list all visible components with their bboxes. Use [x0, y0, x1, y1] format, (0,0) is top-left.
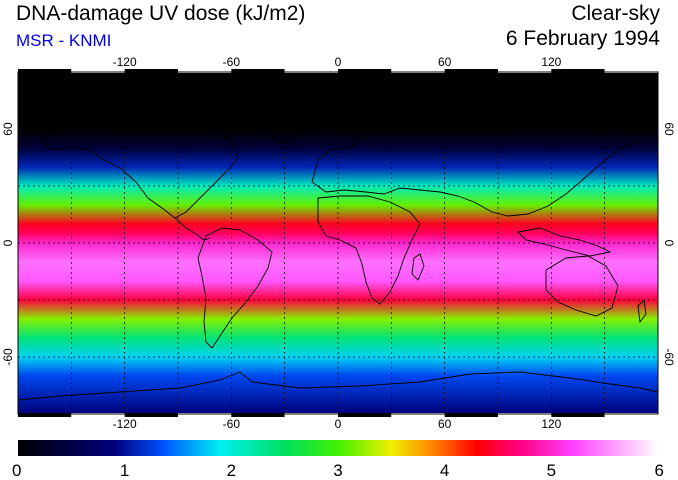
frame-tick-segment: [551, 69, 605, 73]
graticule: [18, 72, 658, 414]
lon-tick-label-top: 0: [335, 55, 342, 69]
new-zealand-coast: [637, 299, 647, 324]
sky-condition-label: Clear-sky: [571, 2, 660, 25]
lat-tick-label-right: 60: [662, 122, 676, 136]
colorbar-label: 4: [440, 461, 449, 480]
lon-tick-label-bottom: -120: [113, 417, 137, 431]
colorbar-label: 5: [547, 461, 556, 480]
frame-tick-segment: [18, 69, 72, 73]
colorbar-label: 2: [227, 461, 236, 480]
greenland-coast: [249, 91, 323, 145]
date-label: 6 February 1994: [505, 27, 660, 50]
lon-tick-label-top: 120: [541, 55, 561, 69]
australia-coast: [545, 255, 619, 317]
credit-label: MSR - KNMI: [16, 31, 112, 50]
frame-tick-segment: [71, 413, 125, 417]
frame-ticks: [18, 69, 658, 417]
frame-tick-segment: [284, 69, 338, 73]
lat-tick-label-left: -60: [1, 348, 15, 366]
lat-tick-label-right: -60: [662, 348, 676, 366]
map-border: [17, 71, 659, 415]
frame-tick-segment: [551, 413, 605, 417]
lon-tick-label-bottom: 0: [335, 417, 342, 431]
lon-tick-label-bottom: 120: [541, 417, 561, 431]
longitude-labels-top: -120 -60 0 60 120: [113, 55, 562, 69]
frame-tick-segment: [498, 413, 552, 417]
madagascar-coast: [411, 253, 425, 281]
lon-tick-label-top: -120: [113, 55, 137, 69]
colorbar-label: 1: [120, 461, 129, 480]
lon-tick-label-top: -60: [223, 55, 241, 69]
longitude-labels-bottom: -120 -60 0 60 120: [113, 417, 562, 431]
frame-tick-segment: [338, 413, 392, 417]
latitude-labels-right: 60 0 -60: [662, 122, 676, 366]
lon-tick-label-bottom: 60: [438, 417, 452, 431]
frame-tick-segment: [231, 69, 285, 73]
frame-tick-segment: [178, 69, 232, 73]
antarctica-coast: [18, 371, 658, 401]
lon-tick-label-top: 60: [438, 55, 452, 69]
lon-tick-label-bottom: -60: [223, 417, 241, 431]
map-title: DNA-damage UV dose (kJ/m2): [16, 2, 306, 25]
central-america-coast: [174, 217, 211, 241]
frame-tick-segment: [604, 69, 658, 73]
frame-tick-segment: [18, 413, 72, 417]
south-america-coast: [197, 227, 273, 349]
frame-tick-segment: [124, 413, 178, 417]
frame-tick-segment: [231, 413, 285, 417]
frame-tick-segment: [498, 69, 552, 73]
lat-tick-label-left: 0: [1, 239, 15, 246]
frame-tick-segment: [391, 69, 445, 73]
africa-coast: [317, 195, 421, 305]
frame-tick-segment: [124, 69, 178, 73]
frame-tick-segment: [338, 69, 392, 73]
colorbar-ramp: [18, 440, 658, 456]
frame-tick-segment: [178, 413, 232, 417]
frame-tick-segment: [71, 69, 125, 73]
eurasia-coast: [311, 105, 641, 217]
lat-tick-label-right: 0: [662, 240, 676, 247]
latitude-labels-left: 60 0 -60: [1, 122, 15, 366]
colorbar-label: 3: [333, 461, 342, 480]
north-america-coast: [39, 117, 239, 219]
frame-tick-segment: [391, 413, 445, 417]
colorbar-labels: 0 1 2 3 4 5 6: [12, 461, 664, 480]
frame-tick-segment: [444, 413, 498, 417]
colorbar-label: 0: [12, 461, 21, 480]
frame-tick-segment: [604, 413, 658, 417]
lat-tick-label-left: 60: [1, 122, 15, 136]
frame-tick-segment: [284, 413, 338, 417]
frame-tick-segment: [444, 69, 498, 73]
colorbar-label: 6: [655, 461, 664, 480]
map-frame: [17, 69, 659, 417]
